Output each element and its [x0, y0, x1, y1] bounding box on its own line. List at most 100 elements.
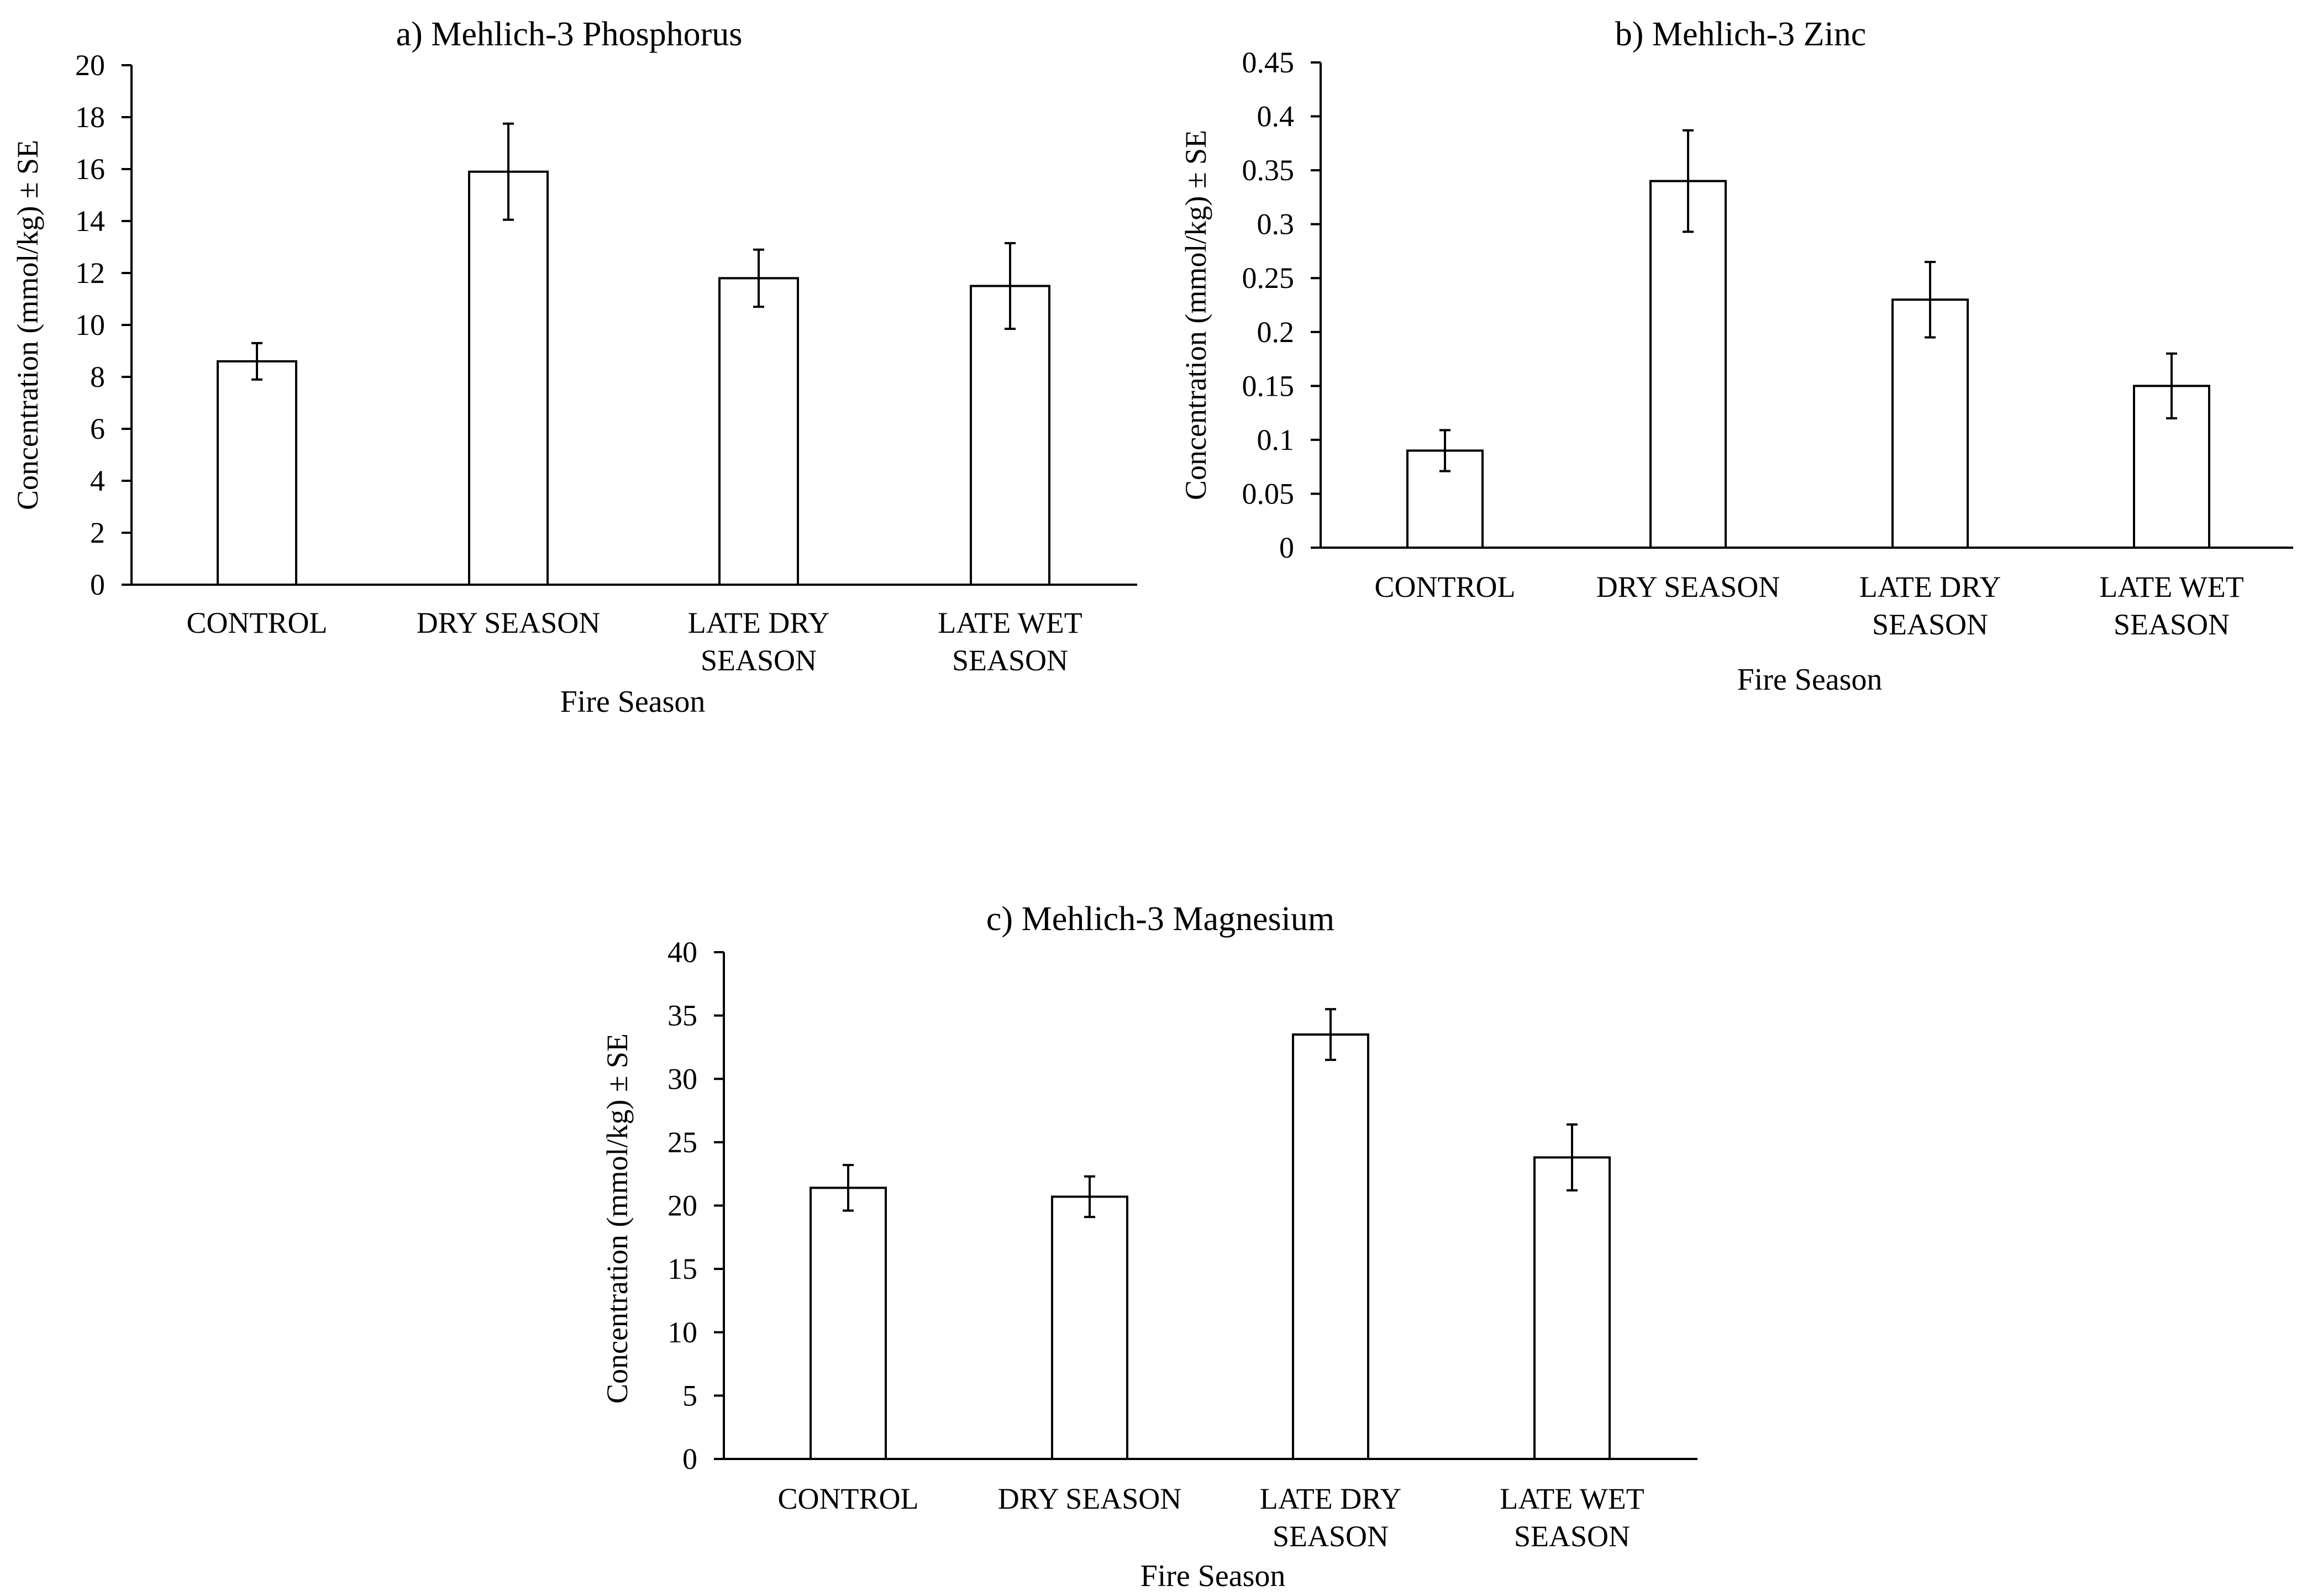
x-tick-labels: CONTROL DRY SEASON LATE DRY SEASON LATE WET S…	[1375, 570, 2244, 641]
chart-panel-c: c) Mehlich-3 Magnesium Concentration (mm…	[601, 900, 1697, 1593]
y-axis-label: Concentration (mmol/kg) ± SE	[601, 1033, 634, 1404]
x-tick-label-line: CONTROL	[778, 1482, 919, 1515]
y-tick-label: 18	[75, 101, 105, 134]
error-bar	[1325, 1008, 1336, 1061]
chart-title: c) Mehlich-3 Magnesium	[986, 900, 1334, 938]
y-tick-label: 0	[682, 1442, 697, 1476]
y-tick-label: 0.3	[1257, 208, 1295, 241]
x-tick-label: LATE WET SEASON	[1500, 1482, 1644, 1553]
x-tick-label-line: SEASON	[1514, 1520, 1630, 1553]
y-tick-labels: 0 5 10 15 20 25 30 35 40	[668, 936, 724, 1476]
bar	[468, 170, 549, 586]
y-axis-label: Concentration (mmol/kg) ± SE	[1179, 130, 1212, 500]
y-tick-label: 6	[90, 412, 105, 445]
x-tick-label: DRY SEASON	[1596, 570, 1780, 603]
bar	[1649, 180, 1727, 549]
x-tick-label: CONTROL	[187, 606, 328, 639]
bars	[217, 170, 1050, 586]
bar	[217, 360, 297, 586]
x-tick-label-line: SEASON	[1273, 1520, 1389, 1553]
x-tick-label-line: DRY SEASON	[1596, 570, 1780, 603]
x-tick-label-line: LATE WET	[2099, 570, 2243, 603]
y-tick-label: 10	[668, 1316, 697, 1349]
y-tick-label: 20	[668, 1189, 697, 1222]
x-tick-label: CONTROL	[778, 1482, 919, 1515]
x-tick-label-line: LATE WET	[1500, 1482, 1644, 1515]
y-tick-label: 20	[75, 49, 105, 82]
y-tick-label: 25	[668, 1126, 697, 1159]
x-tick-label-line: SEASON	[701, 644, 817, 677]
x-tick-label-line: DRY SEASON	[417, 606, 601, 639]
y-tick-label: 12	[75, 256, 105, 290]
y-tick-label: 0.1	[1257, 423, 1295, 456]
y-tick-label: 0.45	[1242, 46, 1295, 79]
bar	[1891, 298, 1969, 549]
x-tick-label: LATE DRY SEASON	[1859, 570, 2001, 641]
bar	[1292, 1033, 1369, 1460]
y-tick-label: 0	[90, 568, 105, 601]
y-axis-label: Concentration (mmol/kg) ± SE	[11, 140, 44, 510]
bar	[810, 1186, 887, 1461]
x-tick-label-line: CONTROL	[1375, 570, 1516, 603]
bars	[1406, 180, 2210, 549]
error-bar	[1925, 260, 1936, 339]
y-tick-label: 0.25	[1242, 261, 1295, 295]
error-bar	[503, 122, 514, 221]
error-bar	[2166, 352, 2177, 419]
error-bars	[251, 122, 1016, 381]
x-tick-label-line: DRY SEASON	[998, 1482, 1182, 1515]
chart-panel-a: a) Mehlich-3 Phosphorus Concentration (m…	[11, 15, 1137, 719]
x-tick-label-line: LATE DRY	[1260, 1482, 1402, 1515]
y-tick-label: 0	[1279, 531, 1294, 564]
y-tick-label: 5	[682, 1379, 697, 1412]
error-bars	[843, 1008, 1578, 1219]
x-tick-label: LATE DRY SEASON	[1260, 1482, 1402, 1553]
x-tick-label: DRY SEASON	[417, 606, 601, 639]
bar	[1051, 1195, 1128, 1460]
error-bar	[1005, 242, 1016, 330]
error-bar	[1084, 1175, 1095, 1219]
x-tick-labels: CONTROL DRY SEASON LATE DRY SEASON LATE WET S…	[187, 606, 1082, 677]
x-tick-label-line: SEASON	[2114, 608, 2230, 641]
error-bar	[1683, 129, 1694, 233]
bar	[970, 285, 1050, 586]
y-tick-labels: 0 0.05 0.1 0.15 0.2 0.25 0.3 0.35 0.4 0.45	[1242, 46, 1321, 564]
x-tick-label-line: LATE WET	[938, 606, 1082, 639]
x-tick-label-line: LATE DRY	[1859, 570, 2001, 603]
y-tick-label: 15	[668, 1252, 697, 1285]
x-tick-label-line: CONTROL	[187, 606, 328, 639]
chart-title: a) Mehlich-3 Phosphorus	[396, 15, 743, 53]
error-bar	[843, 1164, 854, 1212]
x-tick-label: LATE WET SEASON	[938, 606, 1082, 677]
x-tick-label-line: SEASON	[952, 644, 1068, 677]
x-axis-label: Fire Season	[1141, 1559, 1286, 1593]
x-tick-label: LATE WET SEASON	[2099, 570, 2243, 641]
chart-title: b) Mehlich-3 Zinc	[1615, 15, 1867, 53]
y-tick-label: 0.4	[1257, 100, 1295, 133]
error-bar	[251, 342, 262, 381]
y-tick-label: 10	[75, 308, 105, 342]
y-tick-label: 0.2	[1257, 316, 1295, 349]
y-tick-label: 8	[90, 360, 105, 393]
x-tick-labels: CONTROL DRY SEASON LATE DRY SEASON LATE WET S…	[778, 1482, 1644, 1553]
error-bars	[1439, 129, 2177, 473]
bar	[718, 277, 799, 586]
bar	[1533, 1156, 1611, 1460]
error-bar	[1567, 1123, 1578, 1191]
error-bar	[753, 248, 764, 308]
x-axis-label: Fire Season	[1737, 663, 1883, 697]
y-tick-label: 14	[75, 204, 105, 238]
bars	[810, 1033, 1611, 1461]
x-tick-label-line: LATE DRY	[688, 606, 830, 639]
y-tick-label: 16	[75, 153, 105, 186]
y-tick-label: 0.35	[1242, 154, 1295, 187]
error-bar	[1439, 429, 1450, 473]
y-tick-label: 30	[668, 1062, 697, 1095]
x-tick-label: DRY SEASON	[998, 1482, 1182, 1515]
x-tick-label-line: SEASON	[1872, 608, 1988, 641]
y-tick-labels: 0 2 4 6 8 10 12 14 16 18 20	[75, 49, 132, 601]
y-tick-label: 4	[90, 464, 105, 497]
y-tick-label: 2	[90, 516, 105, 549]
y-tick-label: 0.15	[1242, 369, 1295, 402]
